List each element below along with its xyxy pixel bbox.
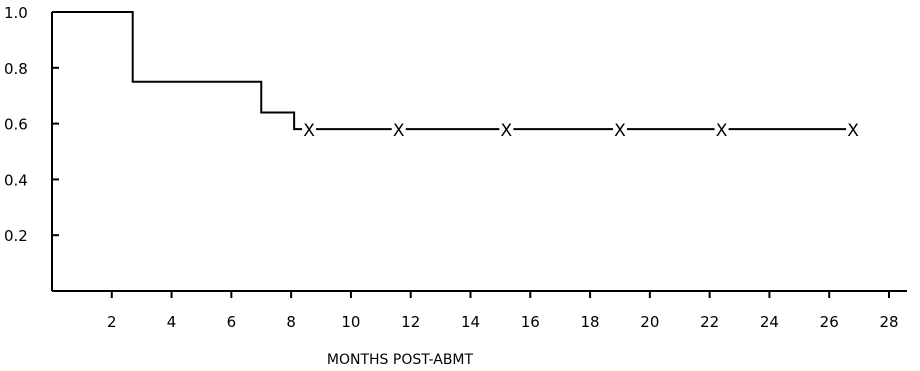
x-tick-label: 10: [341, 313, 360, 331]
x-tick-label: 14: [461, 313, 480, 331]
x-ticks: 2 4 6 8 10 12 14 16 18 20 22 24 26 28: [107, 291, 899, 331]
x-tick-label: 28: [879, 313, 898, 331]
x-tick-label: 26: [820, 313, 839, 331]
x-tick-label: 16: [521, 313, 540, 331]
y-tick-label: 0.8: [4, 60, 28, 78]
censor-marker: X: [393, 121, 405, 141]
censor-marker-bg: [846, 119, 861, 140]
censor-marker-bg: [391, 119, 406, 140]
x-axis-title: MONTHS POST-ABMT: [327, 352, 474, 368]
censor-marker-bg: [714, 119, 729, 140]
x-tick-label: 22: [700, 313, 719, 331]
censor-marker-bg: [612, 119, 627, 140]
censor-marker: X: [716, 121, 728, 141]
y-ticks: 0.2 0.4 0.6 0.8 1.0: [4, 4, 59, 245]
survival-step-line: [52, 11, 854, 131]
x-tick-label: 12: [401, 313, 420, 331]
y-tick-label: 0.4: [4, 171, 28, 189]
x-tick-label: 20: [640, 313, 659, 331]
censor-marker-bg: [302, 119, 317, 140]
censor-marker: X: [614, 121, 626, 141]
censor-marker: X: [847, 121, 859, 141]
x-tick-label: 18: [581, 313, 600, 331]
x-tick-label: 4: [167, 313, 177, 331]
censor-marker: X: [303, 121, 315, 141]
y-tick-label: 0.6: [4, 116, 28, 134]
x-tick-label: 6: [227, 313, 237, 331]
y-tick-label: 1.0: [4, 4, 28, 22]
y-tick-label: 0.2: [4, 227, 28, 245]
x-tick-label: 2: [107, 313, 117, 331]
x-tick-label: 8: [286, 313, 296, 331]
x-tick-label: 24: [760, 313, 779, 331]
censor-marker: X: [501, 121, 513, 141]
censor-marker-bg: [499, 119, 514, 140]
